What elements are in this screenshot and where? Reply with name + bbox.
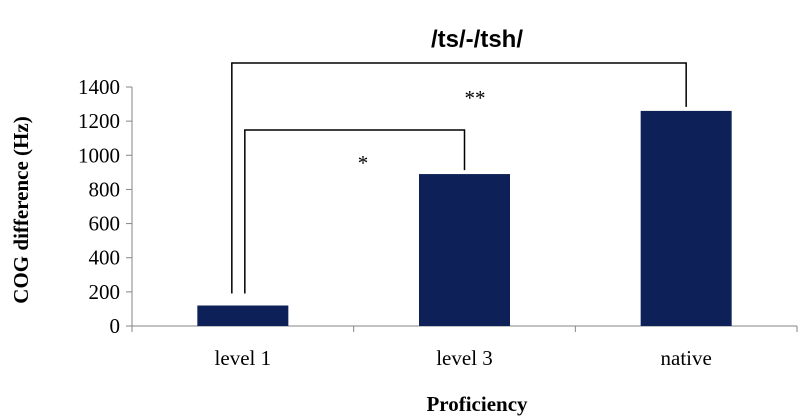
y-tick-label: 600: [89, 212, 121, 236]
y-axis-title: COG difference (Hz): [9, 116, 33, 303]
y-tick-label: 400: [89, 246, 121, 270]
x-tick-label: level 3: [436, 346, 493, 370]
x-tick-label: level 1: [215, 346, 272, 370]
bar-level-3: [419, 174, 510, 326]
bar-level-1: [197, 305, 289, 326]
y-tick-label: 200: [89, 280, 121, 304]
y-tick-label: 0: [110, 314, 121, 338]
y-tick-label: 800: [89, 177, 121, 201]
significance-bracket: [231, 62, 687, 294]
significance-label: *: [358, 151, 369, 175]
x-axis-title: Proficiency: [426, 392, 528, 416]
significance-bracket: [244, 129, 466, 294]
y-tick-label: 1200: [78, 109, 120, 133]
chart-title: /ts/-/tsh/: [431, 26, 523, 53]
significance-label: **: [465, 86, 486, 110]
bar-native: [640, 110, 732, 327]
y-tick-label: 1000: [78, 143, 120, 167]
plot-area: 0 200 400 600 800 1000 1200 1400 level 1 level 3 n…: [78, 62, 798, 370]
y-tick-label: 1400: [78, 75, 120, 99]
x-tick-label: native: [661, 346, 712, 370]
